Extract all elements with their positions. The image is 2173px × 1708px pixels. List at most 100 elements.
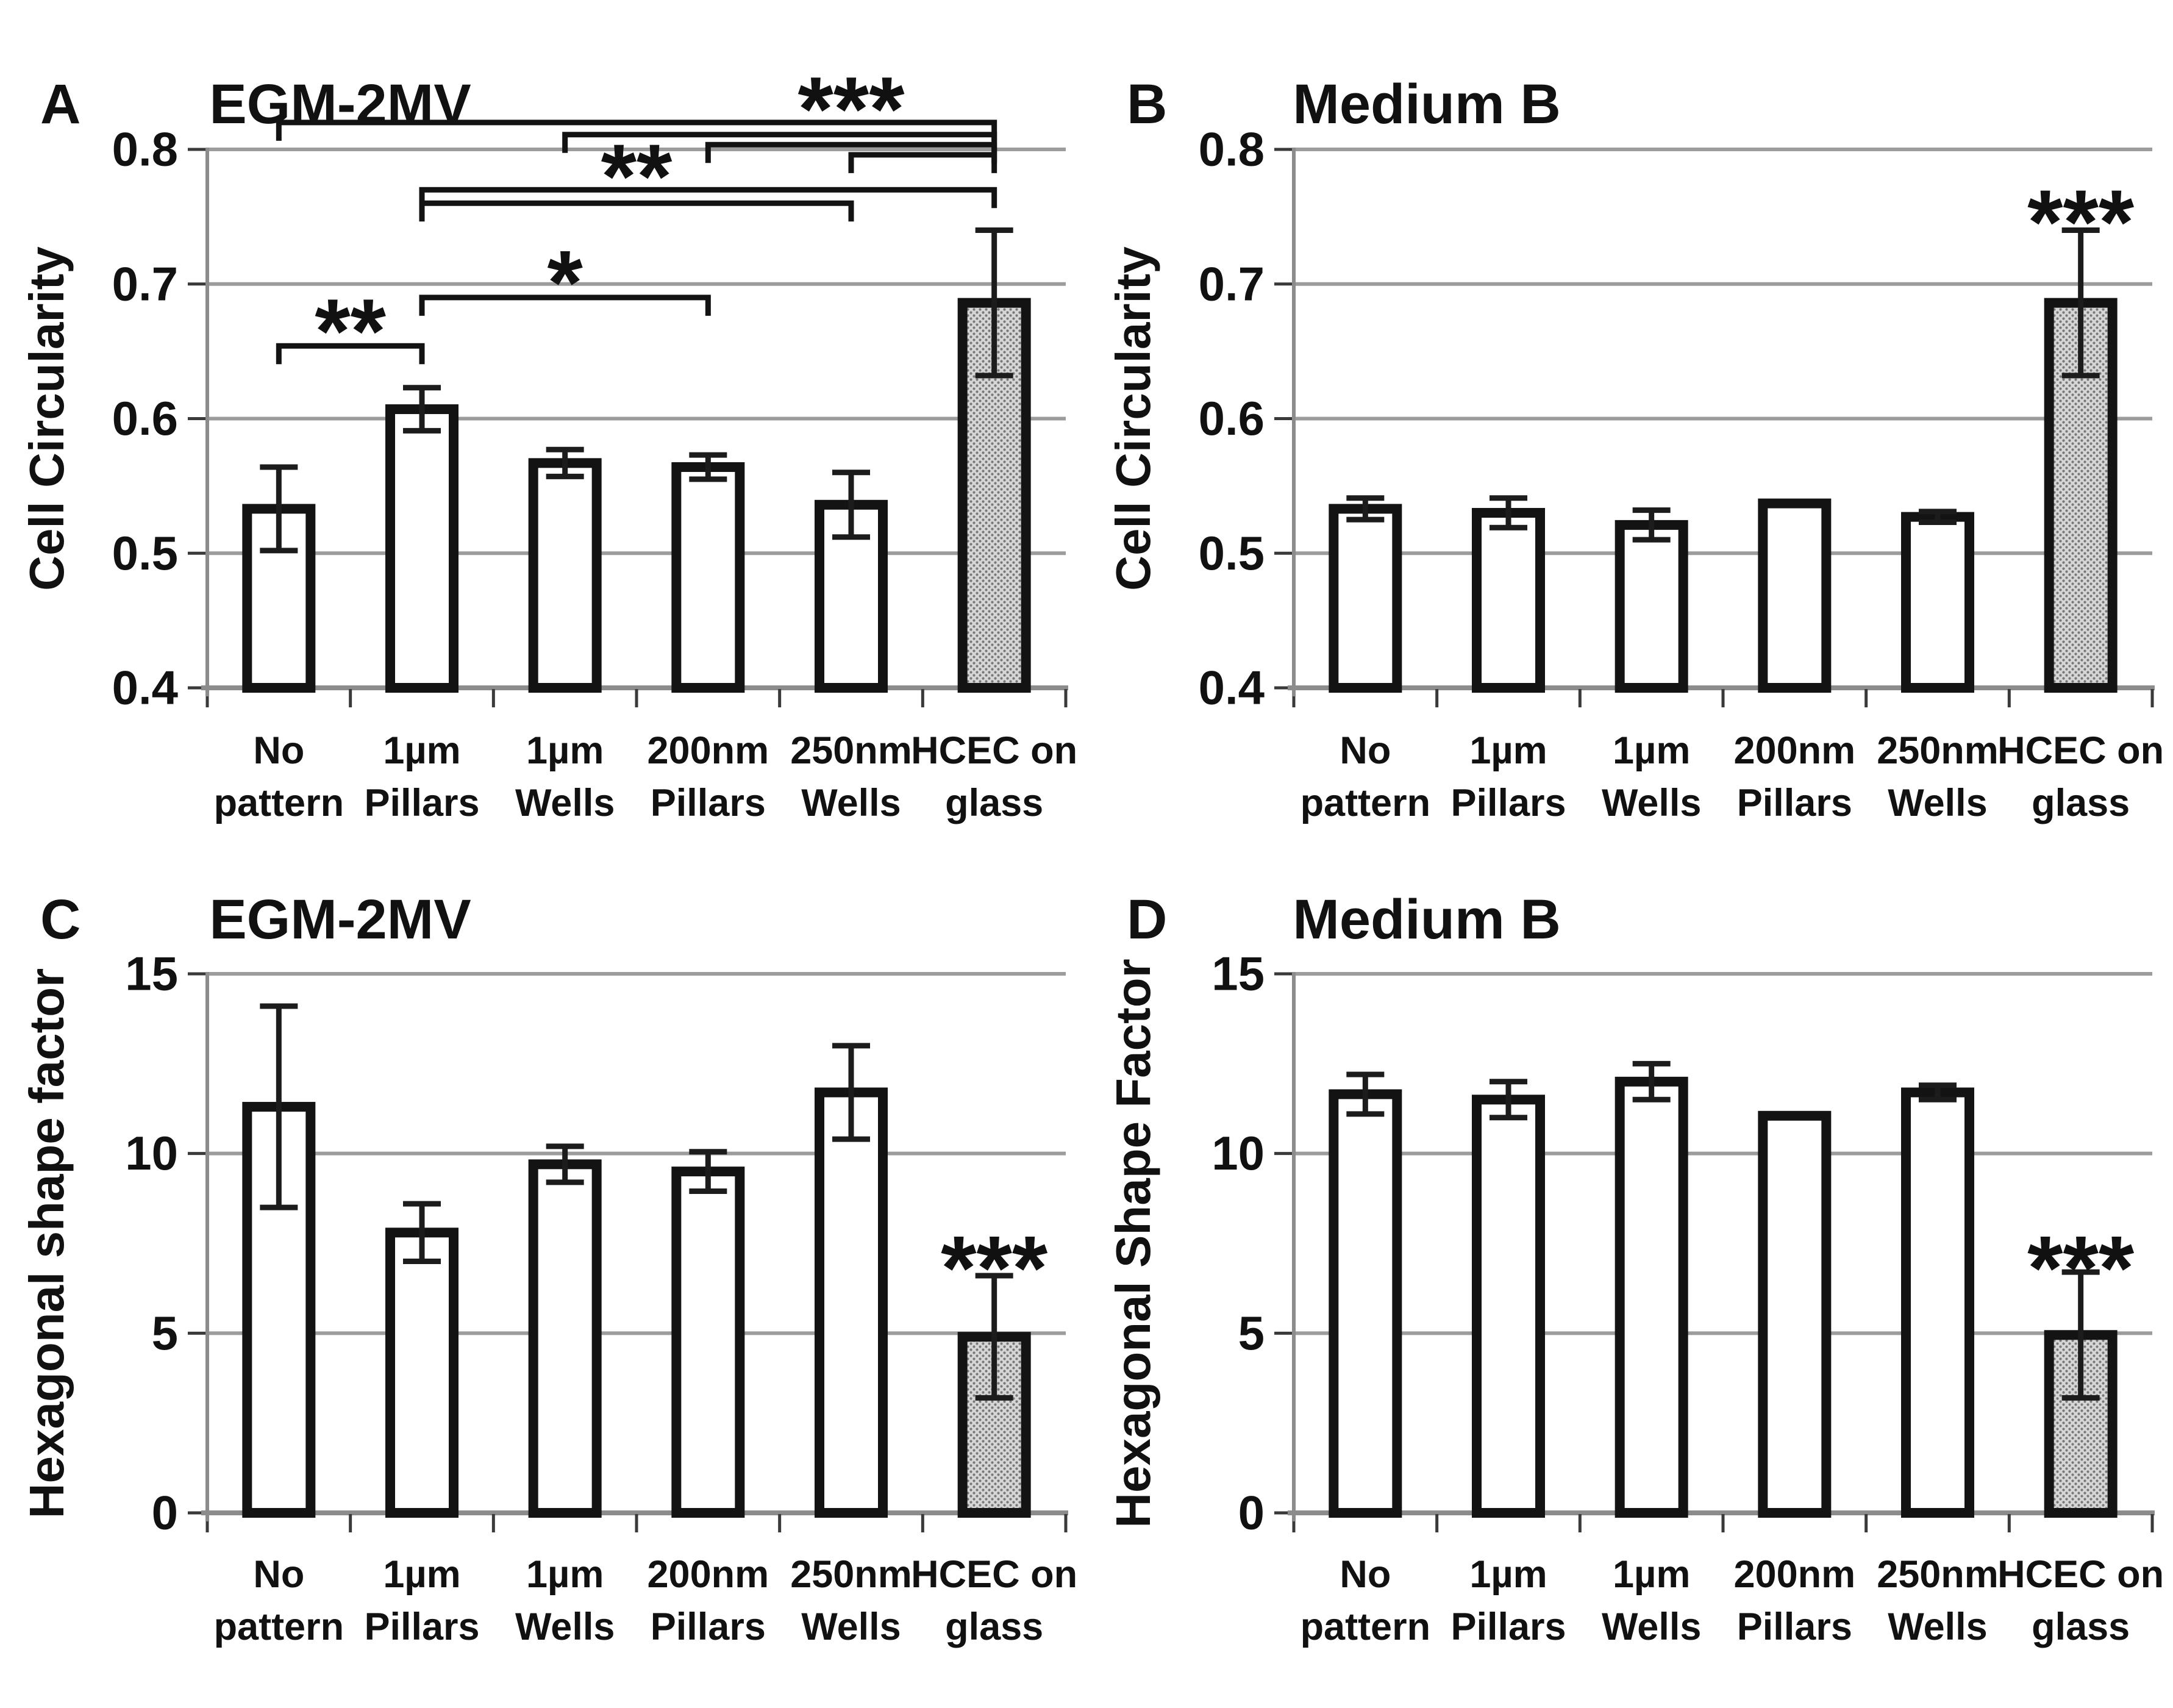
category-label-line1: No [1340, 1553, 1391, 1596]
y-tick-label: 0 [152, 1486, 178, 1540]
category-label-line1: 200nm [648, 1553, 769, 1596]
category-label-line2: Pillars [651, 1606, 766, 1648]
category-label-line2: Pillars [1737, 782, 1852, 824]
bar [1758, 498, 1832, 693]
category-label-line1: 1µm [383, 1553, 460, 1596]
bar [528, 458, 602, 693]
bar [1758, 1110, 1832, 1518]
panel-title: Medium B [1293, 888, 1561, 951]
y-axis-label: Hexagonal shape factor [20, 968, 74, 1519]
significance-bracket [419, 295, 711, 316]
category-label-line1: 1µm [526, 1553, 604, 1596]
y-axis-label: Hexagonal Shape Factor [1106, 959, 1160, 1528]
category-label-line1: 200nm [1734, 1553, 1856, 1596]
y-tick-label: 0.8 [1199, 123, 1265, 176]
panel-B-cell-circularity-mediumB: B Medium B Cell Circularity 0.4 0.5 0.6 0.7 0.8… [1106, 73, 2164, 824]
category-label-line1: HCEC on [911, 729, 1077, 772]
category-label-line1: 1µm [1613, 1553, 1690, 1596]
panel-letter: D [1127, 888, 1167, 951]
panel-letter: A [40, 73, 80, 135]
category-label-line2: glass [945, 782, 1043, 824]
significance-bracket [276, 343, 425, 365]
category-label-line2: pattern [1301, 782, 1431, 824]
y-tick-label: 0.8 [112, 123, 178, 176]
category-label-line2: Wells [801, 782, 901, 824]
category-label-line1: 250nm [790, 1553, 912, 1596]
bar [1472, 508, 1545, 693]
y-tick-label: 15 [125, 947, 178, 1001]
category-label-line2: glass [2032, 1606, 2130, 1648]
significance-bracket [848, 152, 997, 173]
bar [671, 462, 745, 693]
category-label-line1: 1µm [1613, 729, 1690, 772]
category-label-line1: 1µm [526, 729, 604, 772]
category-label-line1: 200nm [648, 729, 769, 772]
category-label-line1: 1µm [1469, 1553, 1547, 1596]
category-label-line2: Pillars [364, 1606, 479, 1648]
category-label-line2: Pillars [1737, 1606, 1852, 1648]
panel-C-hexagonal-shape-factor-egm2mv: C EGM-2MV Hexagonal shape factor 0 5 10 15 *** N… [20, 888, 1077, 1648]
y-axis-label: Cell Circularity [20, 246, 74, 591]
bar [1615, 1076, 1688, 1518]
category-label-line2: Wells [1888, 782, 1987, 824]
bar [242, 1102, 316, 1518]
bar [1615, 520, 1688, 693]
significance-label: *** [2027, 1217, 2135, 1319]
significance-label: ** [601, 125, 673, 227]
panel-title: EGM-2MV [209, 888, 471, 951]
panel-D-hexagonal-shape-factor-mediumB: D Medium B Hexagonal Shape Factor 0 5 10 15 ***… [1106, 888, 2164, 1648]
y-tick-label: 5 [152, 1306, 178, 1360]
bar [1901, 512, 1974, 693]
y-tick-label: 0.4 [112, 661, 178, 715]
y-tick-label: 0 [1238, 1486, 1265, 1540]
bar [528, 1159, 602, 1518]
y-tick-label: 10 [1211, 1126, 1265, 1180]
panel-title: EGM-2MV [209, 73, 471, 135]
category-label-line1: 250nm [790, 729, 912, 772]
bar [385, 1227, 459, 1518]
significance-bracket [419, 200, 854, 222]
category-label-line2: Wells [1602, 782, 1701, 824]
y-tick-label: 15 [1211, 947, 1265, 1001]
bar [1329, 504, 1402, 693]
category-label-line2: pattern [214, 782, 344, 824]
y-tick-label: 5 [1238, 1306, 1265, 1360]
y-tick-label: 0.7 [1199, 257, 1265, 310]
panel-letter: C [40, 888, 80, 951]
category-label-line2: Pillars [1450, 1606, 1566, 1648]
panel-A-cell-circularity-egm2mv: A EGM-2MV Cell Circularity 0.4 0.5 0.6 0.7 0.8 *… [20, 57, 1077, 824]
y-tick-label: 0.6 [112, 391, 178, 445]
y-tick-label: 0.6 [1199, 391, 1265, 445]
category-label-line2: Pillars [651, 782, 766, 824]
bar [385, 404, 459, 693]
category-label-line2: pattern [1301, 1606, 1431, 1648]
category-label-line2: Wells [515, 782, 615, 824]
panel-title: Medium B [1293, 73, 1561, 135]
category-label-line1: 1µm [1469, 729, 1547, 772]
bar [1329, 1089, 1402, 1518]
category-label-line2: Pillars [1450, 782, 1566, 824]
y-tick-label: 10 [125, 1126, 178, 1180]
category-label-line2: Pillars [364, 782, 479, 824]
category-label-line2: Wells [801, 1606, 901, 1648]
significance-label: * [547, 231, 583, 334]
category-label-line2: pattern [214, 1606, 344, 1648]
bar [815, 1087, 888, 1518]
y-tick-label: 0.5 [112, 526, 178, 580]
panel-letter: B [1127, 73, 1167, 135]
category-label-line1: No [253, 1553, 304, 1596]
category-label-line1: 250nm [1877, 1553, 1999, 1596]
significance-bracket [419, 187, 997, 209]
significance-label: *** [941, 1217, 1048, 1319]
category-label-line1: No [253, 729, 304, 772]
category-label-line2: glass [945, 1606, 1043, 1648]
bar [671, 1167, 745, 1518]
category-label-line2: glass [2032, 782, 2130, 824]
category-label-line1: 200nm [1734, 729, 1856, 772]
category-label-line1: HCEC on [911, 1553, 1077, 1596]
y-tick-label: 0.5 [1199, 526, 1265, 580]
significance-bracket [276, 120, 997, 141]
significance-label: *** [797, 57, 905, 160]
category-label-line1: HCEC on [1997, 1553, 2164, 1596]
